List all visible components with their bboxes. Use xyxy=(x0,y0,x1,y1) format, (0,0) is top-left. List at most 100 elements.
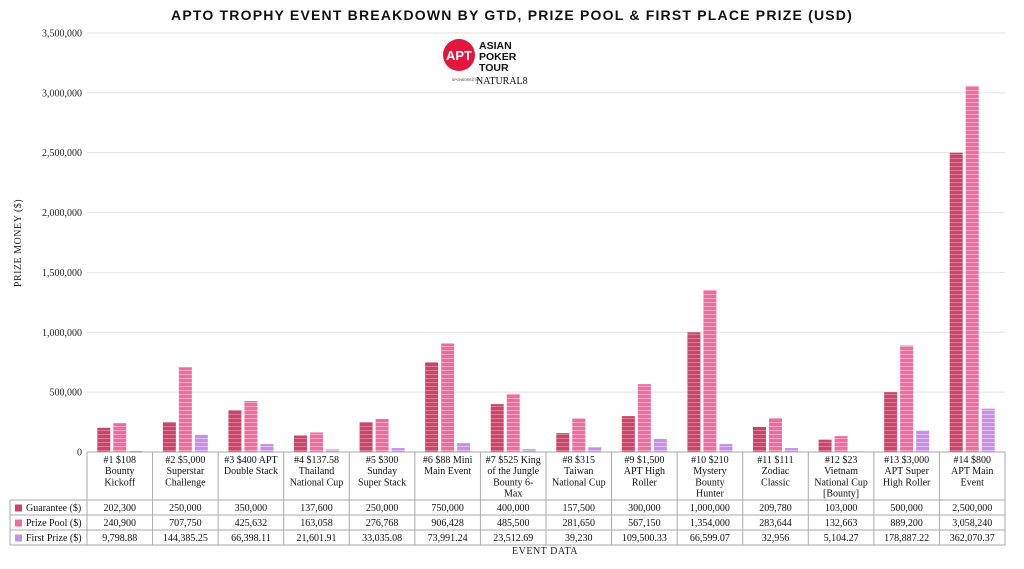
bar-first-prize xyxy=(194,434,208,452)
data-label: 137,600 xyxy=(300,503,333,514)
gridlines xyxy=(87,32,1005,453)
y-tick-label: 1,000,000 xyxy=(42,328,82,339)
data-label: 906,428 xyxy=(431,518,464,529)
category-label: Hunter xyxy=(696,489,724,500)
data-label: 425,632 xyxy=(235,518,268,529)
data-label: 1,000,000 xyxy=(690,503,730,514)
data-label: 32,956 xyxy=(762,533,790,544)
category-label: Main Event xyxy=(424,466,471,477)
data-label: 1,354,000 xyxy=(690,518,730,529)
legend-label: Guarantee ($) xyxy=(26,503,81,514)
data-label: 362,070.37 xyxy=(950,533,995,544)
legend-label: First Prize ($) xyxy=(26,533,82,544)
bar-guarantee xyxy=(621,416,635,452)
y-tick-label: 1,500,000 xyxy=(42,268,82,279)
apt-logo-badge xyxy=(443,39,475,71)
bar-prize-pool xyxy=(178,367,192,452)
bar-prize-pool xyxy=(506,393,520,452)
category-label: National Cup xyxy=(290,477,344,488)
legend-label: Prize Pool ($) xyxy=(26,518,82,529)
data-label: 567,150 xyxy=(628,518,661,529)
bar-first-prize xyxy=(981,408,995,452)
bar-guarantee xyxy=(425,362,439,452)
category-label: Zodiac xyxy=(762,466,790,477)
data-label: 209,780 xyxy=(759,503,792,514)
category-label: Vietnam xyxy=(824,466,858,477)
y-axis-ticks: 0 500,000 1,000,000 1,500,000 2,000,000 2,500… xyxy=(42,29,82,459)
legend-swatch xyxy=(15,519,22,527)
category-label: Kickoff xyxy=(104,477,136,488)
category-label: #11 $111 xyxy=(757,455,793,466)
y-tick-label: 2,500,000 xyxy=(42,148,82,159)
bar-first-prize xyxy=(326,449,339,452)
category-label: #1 $108 xyxy=(104,455,137,466)
category-label: #5 $300 xyxy=(366,455,399,466)
data-label: 109,500.33 xyxy=(622,533,667,544)
category-label: [Bounty] xyxy=(823,489,859,500)
data-label: 3,058,240 xyxy=(952,518,992,529)
bar-prize-pool xyxy=(965,85,979,452)
bar-first-prize xyxy=(719,444,733,452)
data-label: 707,750 xyxy=(169,518,202,529)
bar-first-prize xyxy=(129,450,143,452)
legend-swatch xyxy=(15,534,22,542)
bar-prize-pool xyxy=(834,436,848,452)
apt-logo-badge-text: APT xyxy=(446,48,472,63)
bar-prize-pool xyxy=(113,423,127,452)
category-label: of the Jungle xyxy=(487,466,539,477)
y-tick-label: 2,000,000 xyxy=(42,208,82,219)
category-label: #8 $315 xyxy=(563,455,596,466)
bars xyxy=(97,85,995,452)
y-axis-label: PRIZE MONEY ($) xyxy=(13,199,24,287)
category-label: National Cup xyxy=(814,477,868,488)
data-label: 2,500,000 xyxy=(952,503,992,514)
bar-guarantee xyxy=(97,427,111,452)
category-label: #4 $137.58 xyxy=(294,455,339,466)
data-label: 21,601.91 xyxy=(297,533,337,544)
data-label: 39,230 xyxy=(565,533,593,544)
data-label: 250,000 xyxy=(366,503,399,514)
bar-first-prize xyxy=(522,449,536,452)
data-label: 400,000 xyxy=(497,503,530,514)
data-label: 66,398.11 xyxy=(231,533,271,544)
category-label: Max xyxy=(504,489,522,500)
y-tick-label: 3,000,000 xyxy=(42,88,82,99)
y-tick-label: 500,000 xyxy=(50,388,83,399)
bar-guarantee xyxy=(687,332,701,452)
category-label: #12 $23 xyxy=(825,455,858,466)
apt-logo-line1: ASIAN xyxy=(479,40,512,52)
data-label: 66,599.07 xyxy=(690,533,730,544)
bar-guarantee xyxy=(359,422,373,452)
data-label: 276,768 xyxy=(366,518,399,529)
apt-logo-line2: POKER xyxy=(479,51,517,63)
bar-guarantee xyxy=(228,410,242,452)
data-label: 300,000 xyxy=(628,503,661,514)
bar-guarantee xyxy=(162,422,176,452)
data-label: 281,650 xyxy=(563,518,596,529)
category-label: APT Super xyxy=(884,466,929,477)
category-label: Thailand xyxy=(299,466,335,477)
category-label: Double Stack xyxy=(224,466,278,477)
apt-logo-sponsor: SPONSORED BY xyxy=(452,78,481,82)
data-label: 750,000 xyxy=(431,503,464,514)
bar-guarantee xyxy=(753,426,766,452)
data-label: 23,512.69 xyxy=(493,533,533,544)
category-label: #7 $525 King xyxy=(486,455,541,466)
bar-prize-pool xyxy=(900,345,914,452)
category-label: #10 $210 xyxy=(691,455,729,466)
bar-guarantee xyxy=(556,433,570,452)
apt-logo-line3: TOUR xyxy=(479,62,509,74)
data-label: 485,500 xyxy=(497,518,530,529)
category-label: Classic xyxy=(761,477,790,488)
data-label: 202,300 xyxy=(104,503,137,514)
category-label: Bounty 6- xyxy=(493,477,533,488)
data-label: 250,000 xyxy=(169,503,202,514)
bar-guarantee xyxy=(818,439,832,452)
x-axis-label: EVENT DATA xyxy=(512,546,578,557)
data-label: 178,887.22 xyxy=(884,533,929,544)
category-label: #9 $1,500 xyxy=(624,455,664,466)
bar-prize-pool xyxy=(375,418,389,452)
category-label: Mystery xyxy=(693,466,726,477)
